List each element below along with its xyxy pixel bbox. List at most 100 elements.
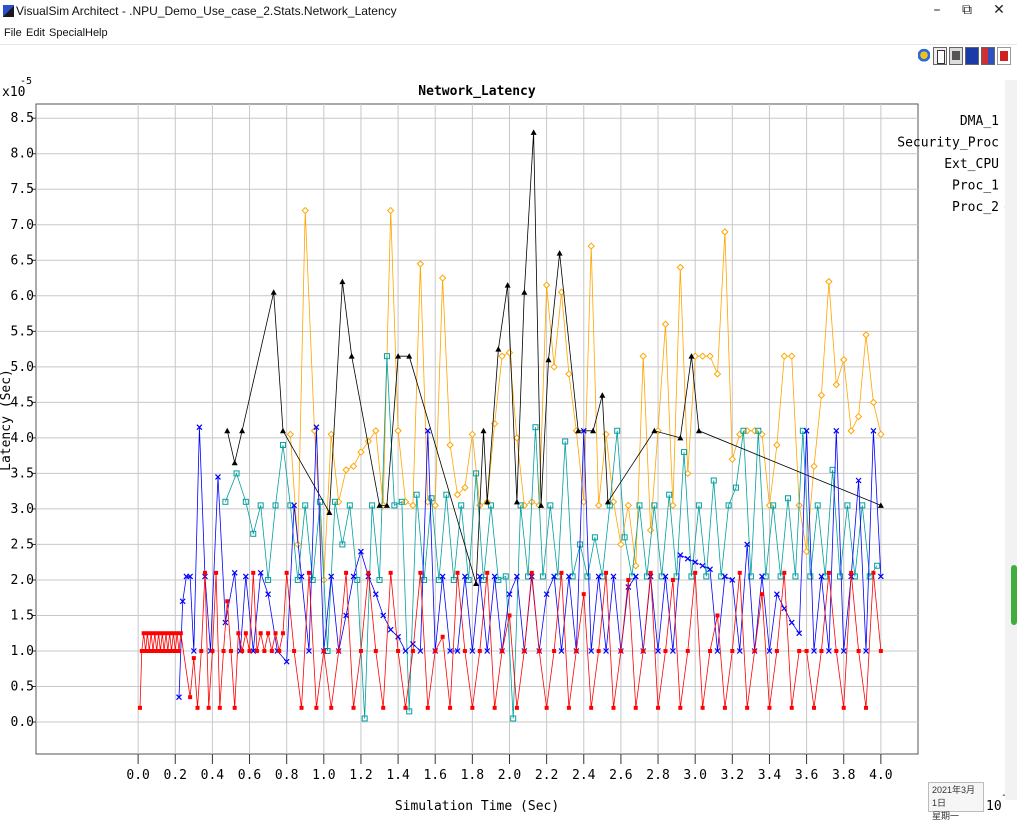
vertical-scrollbar[interactable]	[1005, 80, 1017, 800]
data-point-dma-1	[566, 705, 571, 710]
menu-edit[interactable]: Edit	[26, 27, 45, 39]
data-point-proc-2	[706, 352, 714, 360]
data-point-ext-cpu	[502, 573, 509, 580]
data-point-security-proc	[766, 648, 773, 654]
data-point-ext-cpu	[272, 502, 279, 509]
y-tick-label: 6.5	[11, 253, 34, 268]
x-tick-label: 1.8	[461, 768, 484, 783]
data-point-ext-cpu	[443, 491, 450, 498]
close-button[interactable]: ✕	[993, 2, 1005, 18]
data-point-dma-1	[292, 648, 297, 653]
data-point-proc-2	[453, 491, 462, 499]
axis-ticks: 0.0 0.2 0.4 0.6 0.8 1.0 1.2 1.4 1.6 1.8 2.0 2.2 2.4 2…	[11, 111, 893, 783]
data-point-dma-1	[752, 648, 757, 653]
data-point-dma-1	[715, 613, 720, 618]
x-tick-label: 3.2	[721, 768, 744, 783]
menu-help[interactable]: Help	[85, 27, 108, 39]
export-icon[interactable]	[981, 47, 995, 65]
data-point-security-proc	[417, 648, 424, 654]
data-point-proc-2	[334, 498, 343, 506]
data-point-proc-2	[342, 466, 350, 474]
data-point-dma-1	[864, 705, 869, 710]
menu-file[interactable]: File	[4, 27, 22, 39]
legend-label-dma-1: DMA_1	[960, 114, 999, 129]
data-point-dma-1	[163, 631, 168, 636]
data-point-dma-1	[358, 648, 363, 653]
data-point-proc-1	[599, 392, 606, 398]
data-point-dma-1	[685, 648, 690, 653]
data-point-proc-2	[713, 370, 722, 378]
data-point-ext-cpu	[510, 715, 517, 722]
data-point-security-proc	[863, 648, 869, 654]
data-point-dma-1	[299, 705, 304, 710]
data-point-dma-1	[670, 577, 675, 582]
data-point-dma-1	[344, 570, 349, 575]
data-point-proc-2	[416, 260, 425, 268]
data-point-dma-1	[641, 648, 646, 653]
data-point-dma-1	[871, 570, 876, 575]
data-point-dma-1	[700, 705, 705, 710]
data-point-ext-cpu	[695, 502, 702, 509]
data-point-dma-1	[574, 648, 579, 653]
data-point-dma-1	[507, 613, 512, 618]
y-tick-label: 4.5	[11, 395, 34, 410]
data-point-proc-2	[349, 462, 358, 471]
save-icon[interactable]	[949, 47, 963, 65]
minimize-button[interactable]: –	[933, 2, 941, 18]
data-point-dma-1	[254, 648, 259, 653]
data-point-proc-1	[339, 278, 346, 285]
data-point-proc-2	[765, 501, 774, 510]
legend-label-proc-2: Proc_2	[952, 200, 999, 215]
data-point-ext-cpu	[302, 502, 309, 509]
pdf-icon[interactable]	[997, 47, 1011, 65]
data-point-proc-2	[438, 274, 447, 282]
data-point-ext-cpu	[265, 576, 272, 583]
data-point-ext-cpu	[799, 427, 806, 434]
data-point-security-proc	[387, 626, 394, 633]
plot-toolbar	[917, 47, 1011, 69]
data-point-ext-cpu	[480, 576, 487, 583]
data-point-proc-2	[357, 448, 365, 456]
menu-special[interactable]: Special	[49, 27, 86, 39]
data-point-ext-cpu	[814, 502, 821, 509]
x-tick-label: 3.0	[683, 768, 706, 783]
data-point-dma-1	[232, 705, 237, 710]
x-tick-label: 0.0	[126, 768, 149, 783]
x-tick-label: 2.6	[609, 768, 632, 783]
data-point-security-proc	[692, 559, 699, 566]
data-point-proc-2	[461, 483, 469, 492]
data-point-proc-1	[688, 353, 695, 359]
data-point-security-proc	[796, 630, 803, 637]
series-ext-cpu	[222, 353, 881, 722]
data-point-dma-1	[708, 648, 713, 653]
page-icon[interactable]	[933, 47, 947, 65]
data-point-proc-2	[780, 352, 789, 360]
data-point-proc-2	[825, 277, 833, 286]
data-point-security-proc	[551, 573, 557, 580]
data-point-ext-cpu	[354, 576, 361, 583]
x-tick-label: 4.0	[869, 768, 892, 783]
data-point-ext-cpu	[658, 573, 665, 580]
y-tick-label: 4.0	[11, 431, 34, 446]
data-point-ext-cpu	[317, 498, 324, 505]
y-exponent-power: -5	[20, 76, 32, 87]
x-tick-label: 0.6	[238, 768, 261, 783]
maximize-button[interactable]: ⧉	[962, 2, 972, 18]
data-point-ext-cpu	[599, 573, 606, 580]
data-point-ext-cpu	[688, 573, 695, 580]
x-tick-label: 3.6	[795, 768, 818, 783]
data-point-dma-1	[366, 570, 371, 575]
globe-icon[interactable]	[917, 47, 931, 65]
x-tick-label: 1.4	[386, 768, 410, 783]
data-point-ext-cpu	[562, 438, 569, 445]
data-point-ext-cpu	[844, 502, 851, 509]
data-point-ext-cpu	[391, 502, 398, 509]
scrollbar-thumb[interactable]	[1011, 565, 1017, 625]
data-point-dma-1	[388, 570, 393, 575]
data-point-ext-cpu	[747, 573, 754, 580]
data-point-security-proc	[877, 573, 884, 580]
data-point-security-proc	[469, 648, 476, 654]
data-point-ext-cpu	[822, 573, 829, 580]
y-tick-label: 1.5	[11, 608, 34, 623]
print-icon[interactable]	[965, 47, 979, 65]
